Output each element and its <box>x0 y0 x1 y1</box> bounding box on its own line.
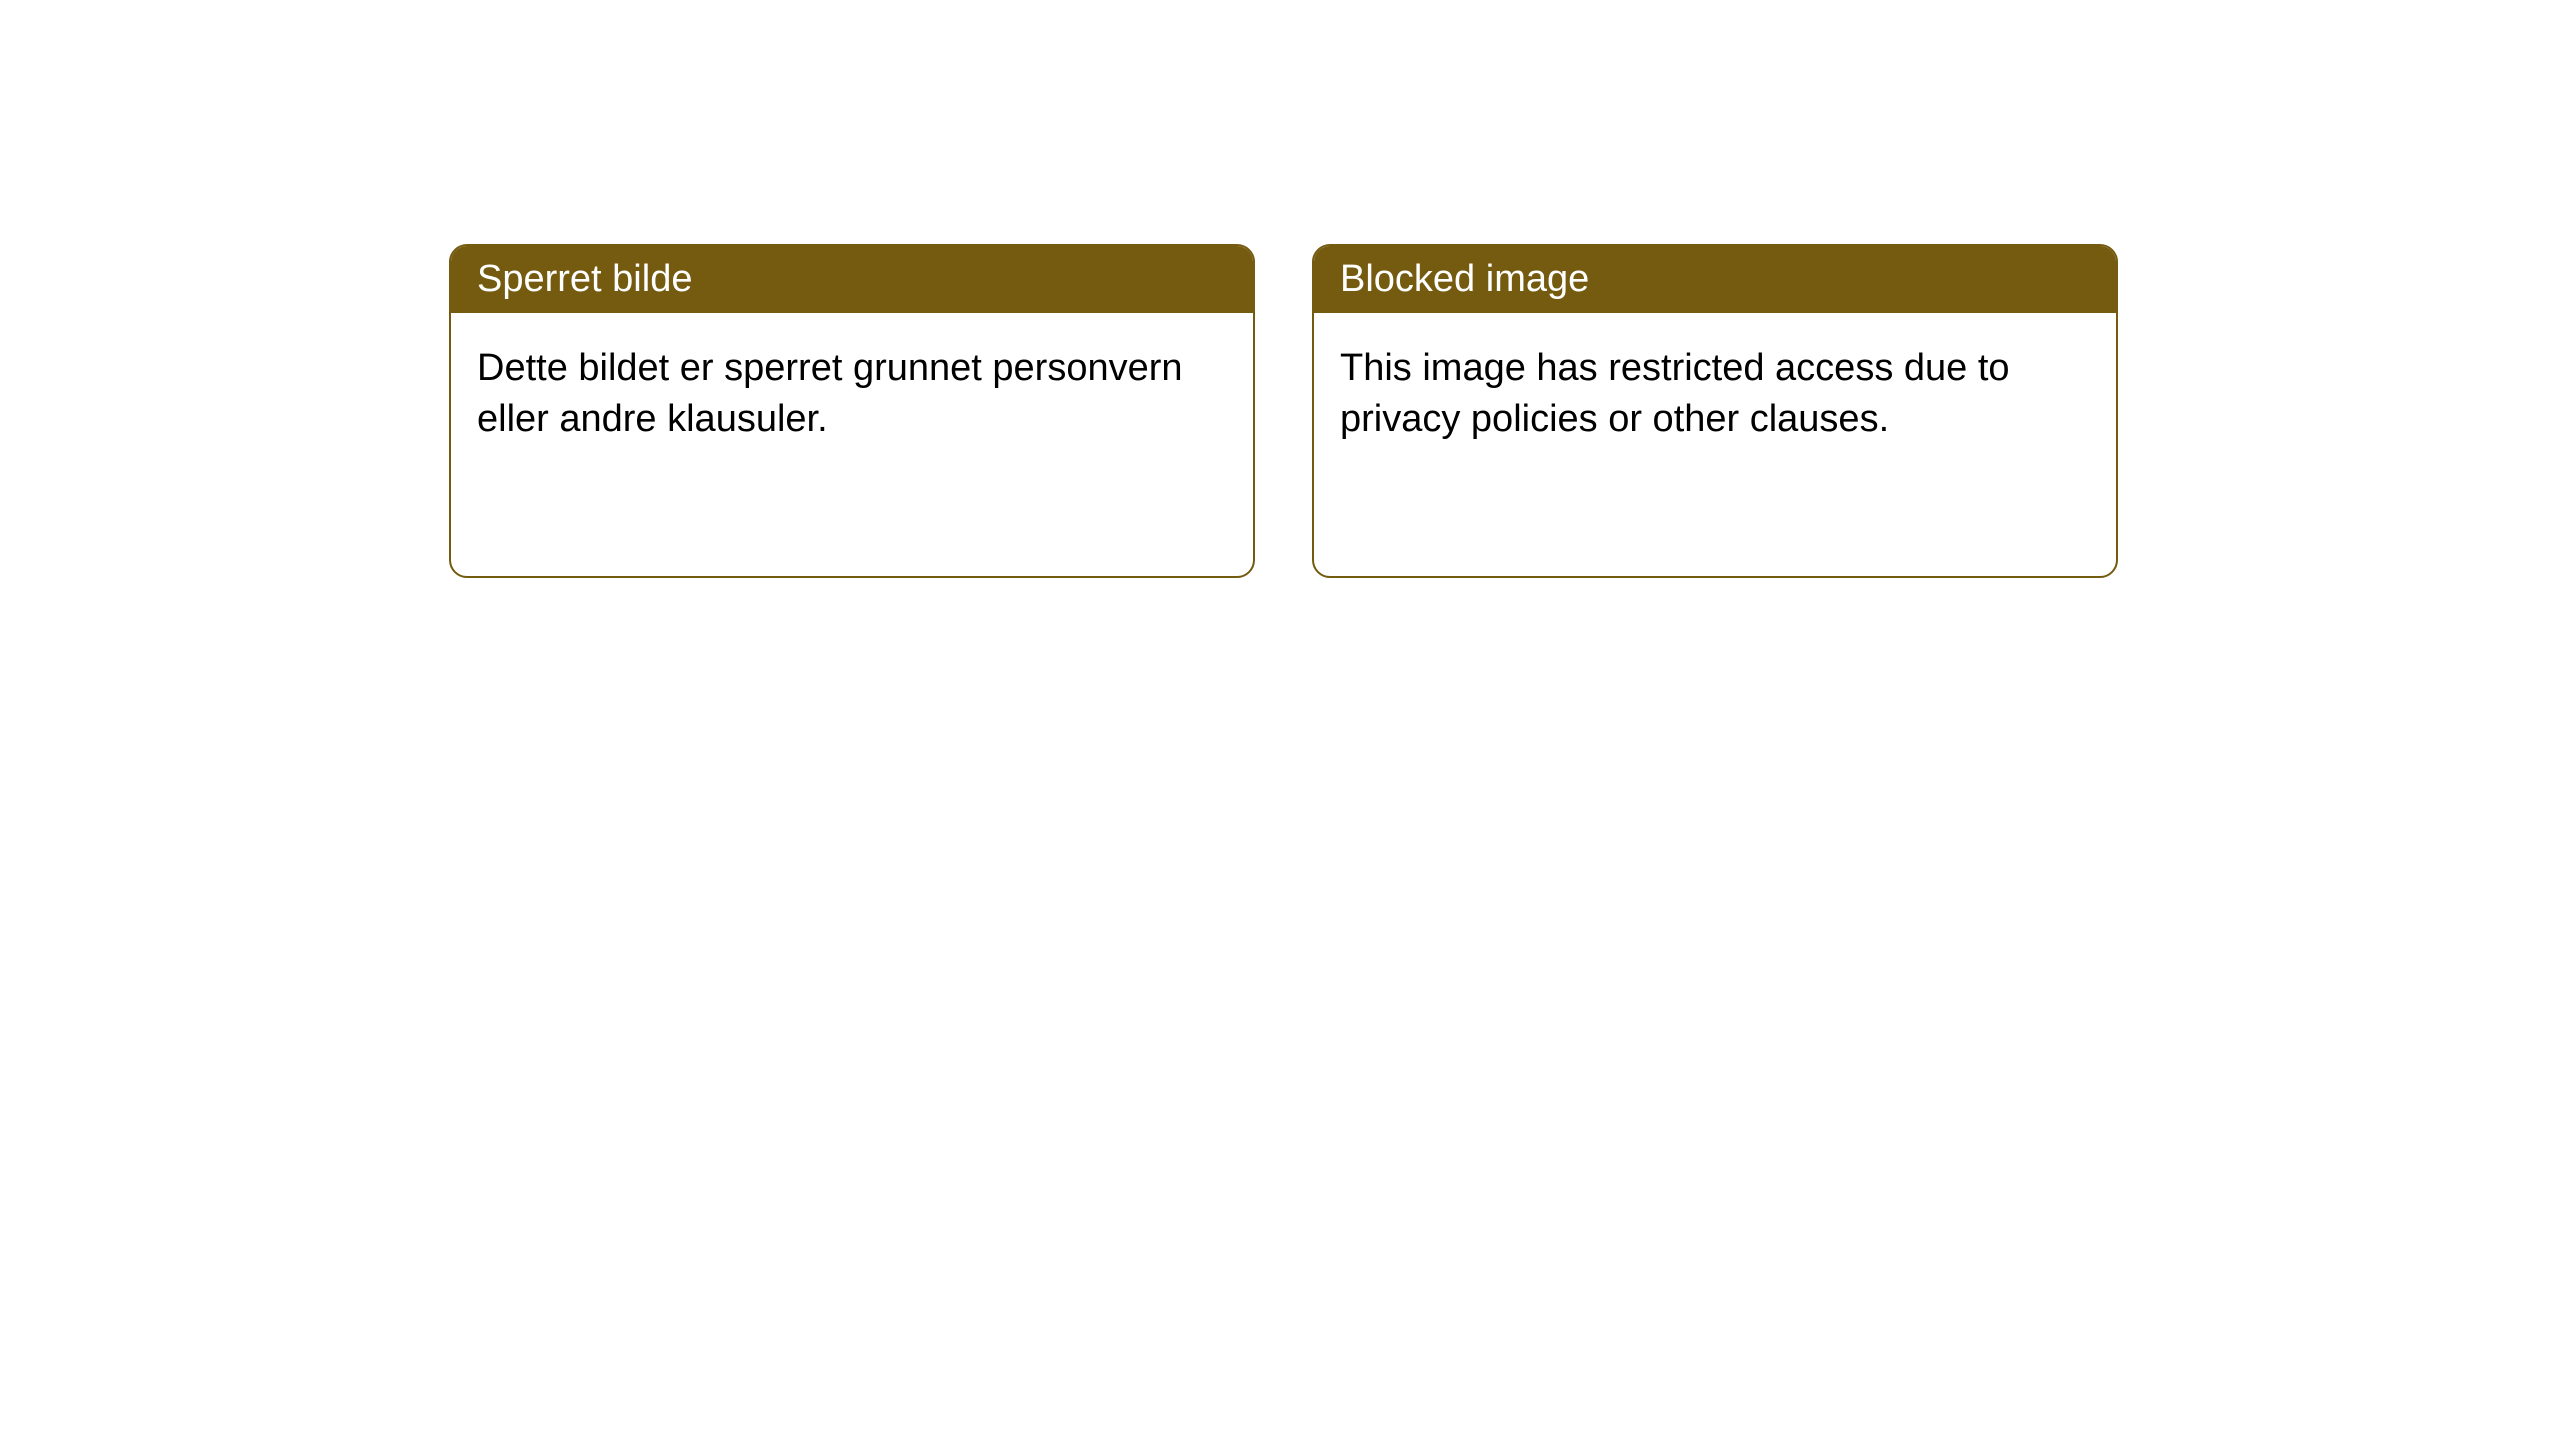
notice-card-english: Blocked image This image has restricted … <box>1312 244 2118 578</box>
notice-title-english: Blocked image <box>1314 246 2116 313</box>
notice-body-norwegian: Dette bildet er sperret grunnet personve… <box>451 313 1253 476</box>
notice-card-norwegian: Sperret bilde Dette bildet er sperret gr… <box>449 244 1255 578</box>
notice-body-english: This image has restricted access due to … <box>1314 313 2116 476</box>
notice-container: Sperret bilde Dette bildet er sperret gr… <box>0 0 2560 578</box>
notice-title-norwegian: Sperret bilde <box>451 246 1253 313</box>
